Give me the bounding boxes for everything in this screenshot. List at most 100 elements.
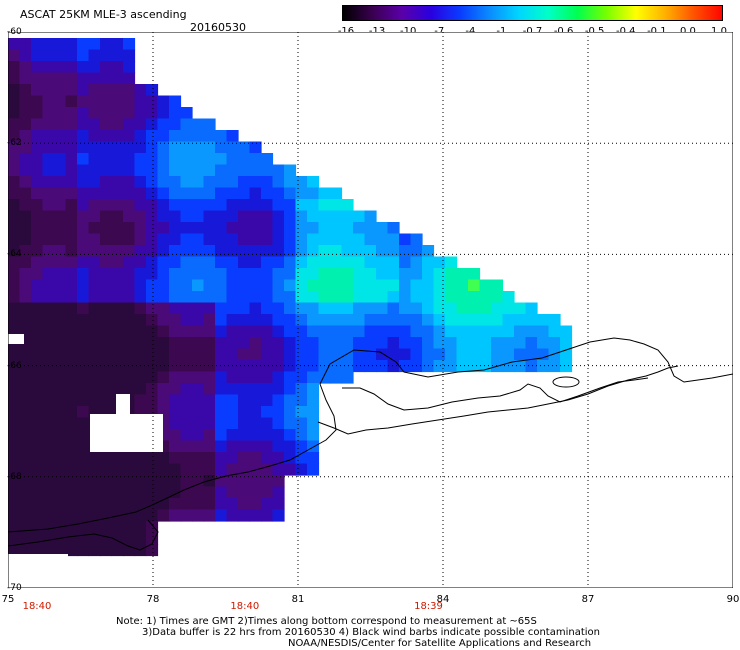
wind-cell xyxy=(525,325,538,338)
wind-cell xyxy=(157,141,170,154)
wind-cell xyxy=(272,475,285,488)
wind-cell xyxy=(491,348,504,361)
wind-cell xyxy=(203,360,216,373)
wind-cell xyxy=(54,452,67,465)
wind-cell xyxy=(364,348,377,361)
wind-cell xyxy=(157,348,170,361)
wind-cell xyxy=(31,72,44,85)
wind-cell xyxy=(249,199,262,212)
wind-cell xyxy=(307,406,320,419)
wind-cell xyxy=(77,383,90,396)
wind-cell xyxy=(111,84,124,97)
wind-cell xyxy=(157,245,170,258)
wind-cell xyxy=(284,463,297,476)
wind-cell xyxy=(54,325,67,338)
wind-cell xyxy=(341,302,354,315)
wind-cell xyxy=(261,279,274,292)
wind-cell xyxy=(295,325,308,338)
wind-cell xyxy=(226,314,239,327)
wind-cell xyxy=(180,429,193,442)
wind-cell xyxy=(77,233,90,246)
wind-cell xyxy=(192,210,205,223)
wind-cell xyxy=(88,302,101,315)
wind-cell xyxy=(42,521,55,534)
wind-cell xyxy=(54,141,67,154)
wind-cell xyxy=(77,325,90,338)
wind-cell xyxy=(341,199,354,212)
wind-cell xyxy=(203,302,216,315)
wind-cell xyxy=(88,498,101,511)
wind-cell xyxy=(19,130,32,143)
wind-cell xyxy=(330,245,343,258)
wind-cell xyxy=(295,348,308,361)
wind-cell xyxy=(502,314,515,327)
wind-cell xyxy=(192,141,205,154)
wind-cell xyxy=(203,279,216,292)
wind-cell xyxy=(65,371,78,384)
wind-cell xyxy=(249,279,262,292)
wind-cell xyxy=(560,348,573,361)
wind-cell xyxy=(146,210,159,223)
wind-cell xyxy=(261,337,274,350)
wind-cell xyxy=(215,498,228,511)
wind-cell xyxy=(180,245,193,258)
wind-cell xyxy=(111,130,124,143)
wind-cell xyxy=(8,440,21,453)
wind-cell xyxy=(31,291,44,304)
wind-cell xyxy=(284,348,297,361)
wind-cell xyxy=(284,233,297,246)
wind-cell xyxy=(77,38,90,51)
wind-cell xyxy=(54,475,67,488)
wind-cell xyxy=(261,302,274,315)
wind-cell xyxy=(307,360,320,373)
wind-cell xyxy=(88,383,101,396)
wind-cell xyxy=(157,268,170,281)
wind-cell xyxy=(215,406,228,419)
wind-cell xyxy=(261,383,274,396)
wind-cell xyxy=(134,130,147,143)
wind-cell xyxy=(123,38,136,51)
wind-cell xyxy=(42,233,55,246)
wind-cell xyxy=(8,360,21,373)
wind-cell xyxy=(307,348,320,361)
wind-cell xyxy=(353,222,366,235)
wind-cell xyxy=(548,348,561,361)
wind-cell xyxy=(399,325,412,338)
wind-cell xyxy=(307,268,320,281)
wind-cell xyxy=(318,222,331,235)
wind-cell xyxy=(42,463,55,476)
wind-cell xyxy=(42,498,55,511)
wind-cell xyxy=(307,233,320,246)
wind-cell xyxy=(433,268,446,281)
wind-cell xyxy=(54,383,67,396)
wind-cell xyxy=(19,279,32,292)
wind-cell xyxy=(19,187,32,200)
wind-cell xyxy=(295,279,308,292)
wind-cell xyxy=(180,279,193,292)
wind-cell xyxy=(203,233,216,246)
wind-cell xyxy=(77,475,90,488)
wind-cell xyxy=(77,118,90,131)
wind-cell xyxy=(123,222,136,235)
wind-cell xyxy=(410,348,423,361)
wind-cell xyxy=(514,337,527,350)
wind-cell xyxy=(433,302,446,315)
wind-cell xyxy=(65,337,78,350)
wind-cell xyxy=(65,486,78,499)
wind-cell xyxy=(111,360,124,373)
wind-cell xyxy=(146,222,159,235)
wind-cell xyxy=(31,256,44,269)
wind-cell xyxy=(123,279,136,292)
wind-cell xyxy=(284,164,297,177)
wind-cell xyxy=(65,268,78,281)
wind-cell xyxy=(65,141,78,154)
wind-cell xyxy=(111,164,124,177)
wind-cell xyxy=(180,153,193,166)
wind-cell xyxy=(169,452,182,465)
wind-cell xyxy=(42,49,55,62)
wind-cell xyxy=(192,256,205,269)
wind-cell xyxy=(284,291,297,304)
wind-cell xyxy=(54,498,67,511)
wind-cell xyxy=(146,325,159,338)
wind-cell xyxy=(54,118,67,131)
